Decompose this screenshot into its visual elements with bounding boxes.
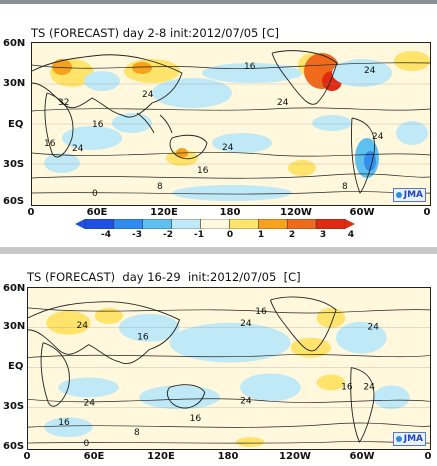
- lon-label: 60E: [86, 207, 108, 218]
- contour-label: 24: [277, 98, 289, 108]
- contour-label: 16: [255, 307, 267, 317]
- lon-label: 0: [27, 207, 35, 218]
- lat-label: 30N: [3, 321, 26, 332]
- legend-arrow-low: [75, 219, 85, 229]
- legend-tick: -1: [194, 230, 204, 240]
- contour-label: 24: [367, 323, 379, 333]
- lat-label: EQ: [8, 119, 24, 130]
- legend-swatch: [229, 219, 259, 229]
- panel-title: TS (FORECAST) day 16-29 init:2012/07/05 …: [27, 270, 301, 284]
- contour-label: 24: [363, 382, 375, 392]
- color-legend: [75, 219, 355, 229]
- map-svg: 16 24 32 24 16 8 24 16 24 0 8 16 24 24: [32, 50, 430, 201]
- window-edge: [0, 0, 437, 4]
- legend-tick: -3: [132, 230, 142, 240]
- contour-label: 16: [44, 139, 56, 149]
- legend-tick: 0: [226, 230, 234, 240]
- map-svg: 16 24 16 24 24 16 24 16 8 0 16 24 24: [28, 296, 430, 449]
- legend-swatch: [113, 219, 144, 229]
- contour-label: 24: [240, 319, 252, 329]
- lon-label: 0: [424, 451, 432, 462]
- lon-label: 180: [219, 207, 241, 218]
- contour-label: 16: [244, 62, 256, 72]
- legend-tick: -4: [101, 230, 111, 240]
- contour-label: 16: [137, 333, 149, 343]
- lat-label: 30S: [3, 159, 25, 170]
- legend-swatch: [258, 219, 288, 229]
- contour-label: 16: [92, 120, 104, 130]
- legend-swatch: [171, 219, 201, 229]
- contour-label: 8: [342, 182, 348, 192]
- lon-label: 60W: [349, 451, 375, 462]
- anomaly-patches: [44, 51, 430, 201]
- jma-logo-icon: [395, 191, 402, 198]
- lon-label: 0: [423, 207, 431, 218]
- contour-label: 32: [58, 98, 69, 108]
- legend-tick: 2: [288, 230, 296, 240]
- contour-label: 0: [92, 189, 98, 199]
- contour-label: 16: [58, 418, 70, 428]
- panel-title: TS (FORECAST) day 2-8 init:2012/07/05 [C…: [31, 26, 280, 40]
- legend-tick: 3: [319, 230, 327, 240]
- contour-label: 24: [372, 132, 384, 142]
- contour-label: 24: [240, 396, 252, 406]
- anomaly-patches: [44, 307, 410, 448]
- temperature-anomaly-map: 16 24 16 24 24 16 24 16 8 0 16 24 24 JMA: [27, 287, 431, 450]
- contour-label: 16: [190, 414, 202, 424]
- lon-label: 120W: [280, 207, 312, 218]
- contour-label: 24: [76, 321, 88, 331]
- lon-label: 120W: [279, 451, 311, 462]
- legend-tick: 1: [257, 230, 265, 240]
- lon-label: 120E: [150, 207, 178, 218]
- legend-ticks: -4 -3 -2 -1 0 1 2 3 4: [75, 230, 355, 242]
- contour-label: 24: [222, 143, 234, 153]
- forecast-panel-weeks3-4: TS (FORECAST) day 16-29 init:2012/07/05 …: [0, 256, 437, 466]
- legend-swatch: [315, 219, 346, 229]
- jma-logo-icon: [395, 435, 402, 442]
- isotherms: [28, 307, 430, 444]
- lon-label: 180: [217, 451, 239, 462]
- forecast-panel-week1: TS (FORECAST) day 2-8 init:2012/07/05 [C…: [0, 22, 437, 244]
- contour-label: 24: [142, 90, 154, 100]
- contour-label: 8: [134, 428, 140, 438]
- contour-label: 24: [72, 144, 84, 154]
- legend-bar: [75, 219, 355, 229]
- lat-label: 60N: [3, 38, 26, 49]
- contour-label: 16: [197, 166, 209, 176]
- jma-badge: JMA: [392, 432, 426, 446]
- lat-label: 30S: [3, 401, 25, 412]
- contour-label: 8: [157, 182, 163, 192]
- graticule: [32, 83, 430, 165]
- panel-divider: [0, 247, 437, 254]
- contour-label: 0: [84, 439, 90, 449]
- jma-badge: JMA: [392, 188, 426, 202]
- lon-label: 120E: [147, 451, 175, 462]
- lon-label: 0: [23, 451, 31, 462]
- lat-label: 30N: [3, 78, 26, 89]
- legend-arrow-high: [345, 219, 355, 229]
- legend-swatch: [286, 219, 317, 229]
- contour-label: 16: [341, 382, 353, 392]
- lat-label: EQ: [8, 361, 24, 372]
- lat-label: 60N: [3, 283, 26, 294]
- contour-label: 24: [364, 66, 376, 76]
- lon-label: 60W: [349, 207, 375, 218]
- lat-label: 60S: [3, 441, 25, 452]
- legend-swatch: [84, 219, 115, 229]
- legend-tick: 4: [347, 230, 355, 240]
- temperature-anomaly-map: 16 24 32 24 16 8 24 16 24 0 8 16 24 24 J…: [31, 42, 431, 206]
- lon-label: 60E: [83, 451, 105, 462]
- legend-tick: -2: [163, 230, 173, 240]
- graticule: [28, 327, 430, 408]
- lat-label: 60S: [3, 196, 25, 207]
- coastlines: [28, 296, 375, 443]
- legend-swatch: [142, 219, 172, 229]
- legend-swatch: [200, 219, 230, 229]
- contour-label: 24: [84, 398, 96, 408]
